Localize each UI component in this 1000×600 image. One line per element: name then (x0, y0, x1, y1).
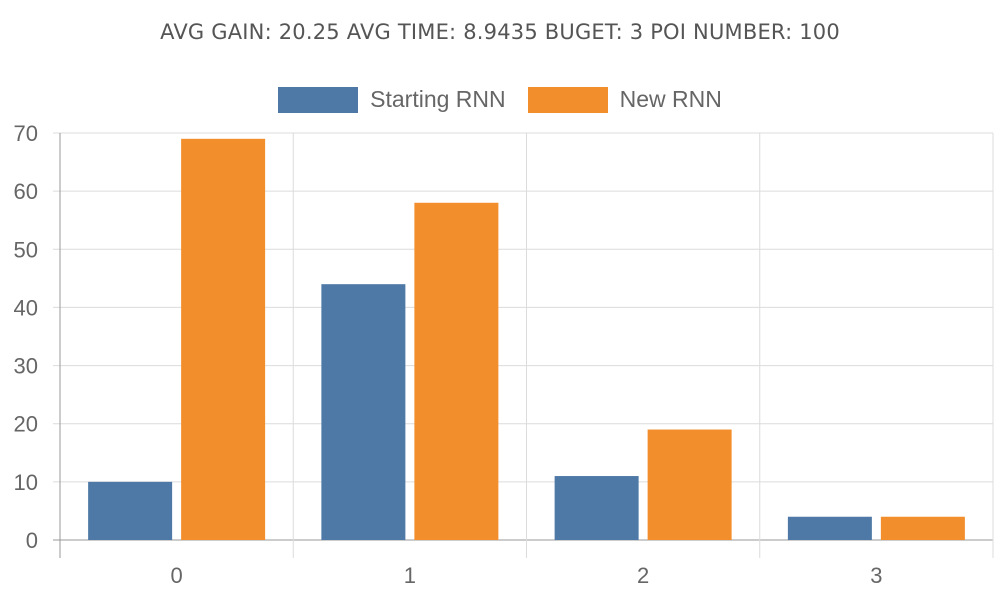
y-tick-label-60: 60 (14, 179, 38, 204)
y-tick-label-30: 30 (14, 354, 38, 379)
bar-starting-rnn-3 (787, 516, 872, 540)
chart-title: AVG GAIN: 20.25 AVG TIME: 8.9435 BUGET: … (160, 20, 840, 44)
bar-starting-rnn-1 (321, 284, 406, 540)
legend-item-starting-rnn[interactable]: Starting RNN (278, 86, 506, 113)
y-tick-label-70: 70 (14, 121, 38, 146)
y-tick-label-0: 0 (26, 528, 38, 553)
y-tick-label-50: 50 (14, 237, 38, 262)
bar-starting-rnn-0 (88, 481, 173, 540)
bar-new-rnn-0 (181, 138, 266, 541)
x-tick-label-2: 2 (637, 563, 649, 588)
legend-swatch-starting-rnn (278, 86, 359, 113)
bar-new-rnn-1 (414, 202, 499, 540)
bar-new-rnn-2 (647, 429, 732, 540)
legend-swatch-new-rnn (527, 86, 608, 113)
legend: Starting RNN New RNN (0, 86, 1000, 113)
legend-label-new-rnn: New RNN (619, 86, 722, 112)
bar-starting-rnn-2 (554, 476, 639, 540)
x-tick-label-3: 3 (870, 563, 882, 588)
y-tick-label-40: 40 (14, 295, 38, 320)
legend-label-starting-rnn: Starting RNN (370, 86, 506, 112)
x-tick-label-1: 1 (404, 563, 416, 588)
x-tick-label-0: 0 (171, 563, 183, 588)
legend-item-new-rnn[interactable]: New RNN (527, 86, 722, 113)
y-tick-label-10: 10 (14, 470, 38, 495)
y-tick-label-20: 20 (14, 412, 38, 437)
bar-new-rnn-3 (880, 516, 965, 540)
